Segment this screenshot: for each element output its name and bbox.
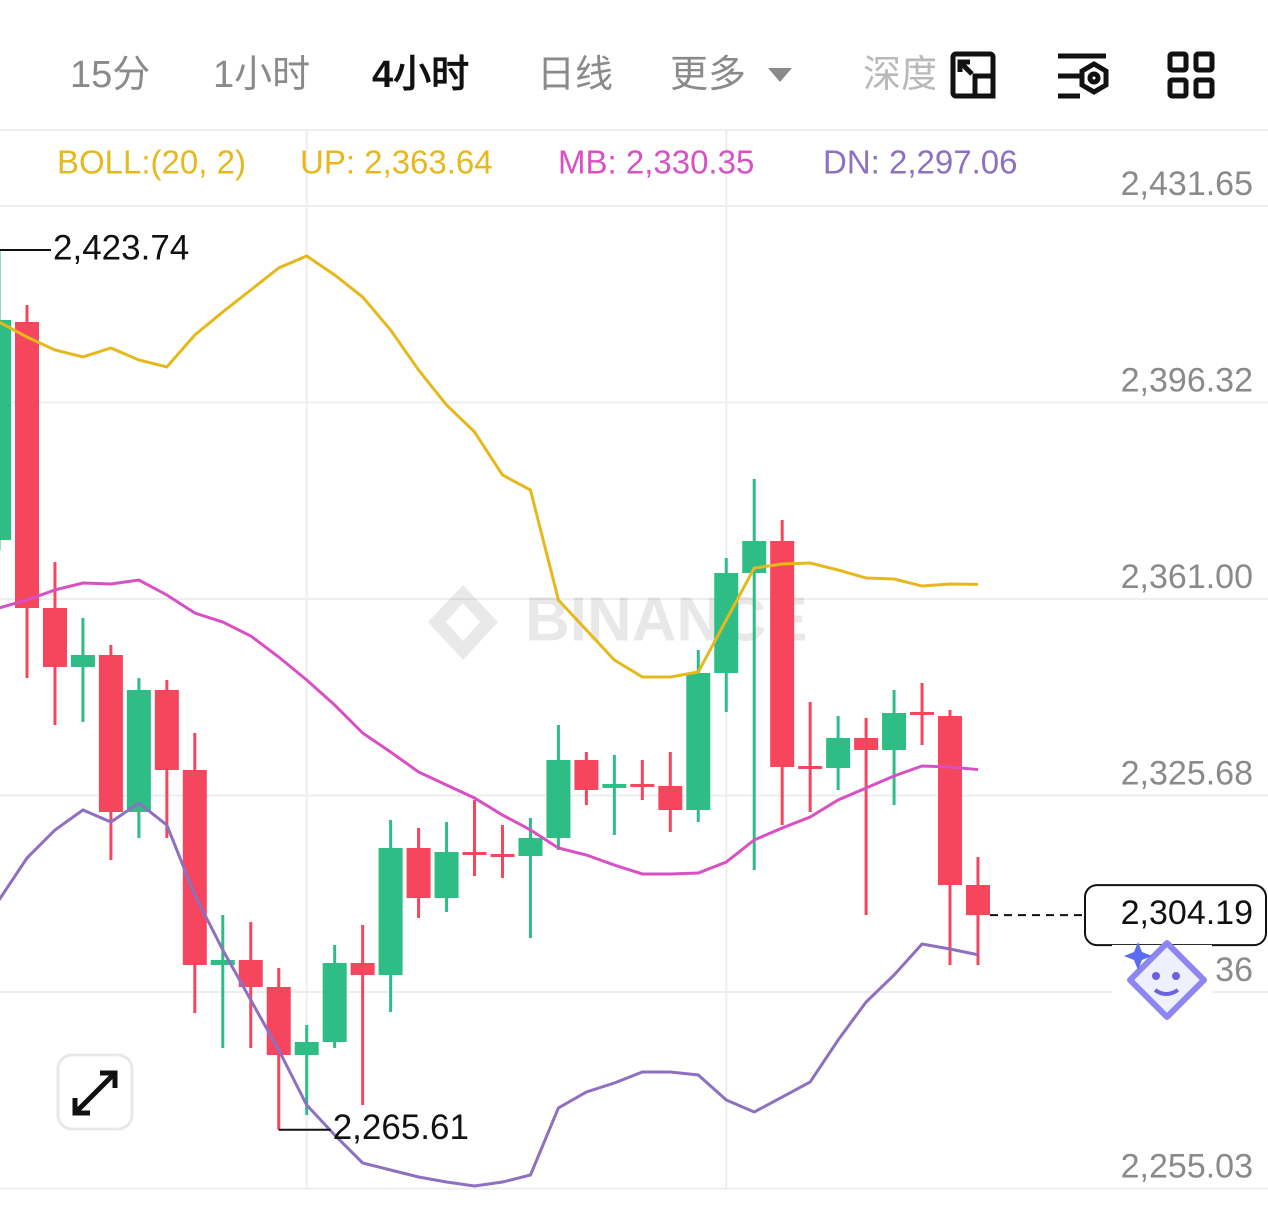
watermark: BINANCE [428, 585, 807, 660]
boll-line [0, 254, 978, 679]
tab[interactable]: 15分 [70, 54, 150, 96]
candle-body [210, 959, 235, 965]
candle-body [826, 738, 851, 769]
candle-body [854, 738, 879, 750]
candle-body [518, 837, 543, 857]
candle-body [882, 712, 907, 750]
ai-face [1127, 940, 1207, 1020]
plot [0, 250, 990, 1188]
candle-body [490, 854, 515, 858]
y-tick-label: 2,361.00 [1121, 558, 1253, 596]
candle-body [686, 672, 711, 811]
y-tick-label: 2,255.03 [1121, 1148, 1253, 1186]
icon-settings[interactable] [1058, 53, 1109, 99]
tab[interactable]: 更多 [670, 54, 746, 96]
ai-sparkle [1124, 942, 1152, 970]
ai-eye [1172, 972, 1180, 980]
candle-body [546, 759, 571, 838]
candle-body [462, 852, 487, 856]
candle-body [574, 759, 599, 790]
expand-button[interactable] [56, 1053, 134, 1131]
candle-body [98, 655, 123, 813]
candle-body [938, 715, 963, 885]
y-tick-label: 2,396.32 [1121, 362, 1253, 400]
annotation-label: 2,423.74 [53, 228, 189, 267]
indicator-label: BOLL:(20, 2) [57, 144, 246, 181]
dropdown-arrow [768, 68, 792, 82]
grid [0, 130, 1268, 1190]
candle-body [182, 770, 207, 965]
legend-entry: MB: 2,330.35 [558, 144, 754, 181]
candle-body [0, 319, 12, 541]
candle-body [378, 848, 403, 976]
candle-body [798, 765, 823, 769]
tab[interactable]: 4小时 [372, 54, 469, 96]
ai-eye [1152, 972, 1160, 980]
annotation-label: 2,265.61 [333, 1108, 469, 1147]
watermark-logo [428, 585, 498, 660]
legend-entry: UP: 2,363.64 [300, 144, 493, 181]
candle-body [266, 986, 291, 1056]
candle-body [350, 962, 375, 976]
toolbar: 15分 1小时 4小时 日线 更多 深度 [0, 40, 1268, 131]
legend-entry: DN: 2,297.06 [823, 144, 1017, 181]
ai-mouth [1153, 988, 1180, 996]
boll-line [0, 801, 979, 1188]
candle-body [630, 784, 655, 788]
watermark-text: BINANCE [525, 585, 807, 654]
candle-body [602, 784, 627, 788]
candle-body [154, 690, 179, 771]
icon-grid[interactable] [1167, 51, 1215, 99]
candle-body [406, 848, 431, 899]
expand-icon [72, 1070, 118, 1116]
candle-body [42, 607, 67, 667]
y-tick-label: 2,431.65 [1121, 165, 1253, 203]
tab[interactable]: 深度 [863, 54, 939, 96]
candle-body [965, 884, 990, 916]
last-price-label: 2,304.19 [1121, 894, 1253, 932]
candle-body [770, 541, 795, 767]
candle-body [294, 1041, 319, 1056]
candle-body [322, 962, 347, 1042]
ai-assistant[interactable] [1112, 940, 1212, 1025]
legend: BOLL:(20, 2) UP: 2,363.64 MB: 2,330.35 D… [57, 144, 1017, 181]
candle-body [15, 321, 39, 608]
candle-body [434, 852, 459, 899]
candle-body [238, 959, 263, 987]
candle-body [910, 711, 935, 715]
overlay: 2,431.652,396.322,361.002,325.682,290.36… [0, 165, 1267, 1186]
tab[interactable]: 1小时 [213, 54, 310, 96]
icon-fullscreen[interactable] [950, 51, 996, 99]
candle-body [658, 785, 683, 811]
boll-line [0, 578, 979, 876]
candle-body [126, 690, 151, 813]
candle-body [70, 655, 95, 667]
y-tick-label: 2,325.68 [1121, 755, 1253, 793]
tab[interactable]: 日线 [537, 54, 613, 96]
